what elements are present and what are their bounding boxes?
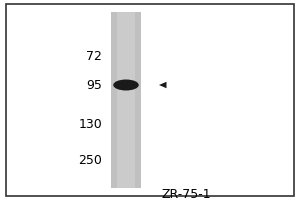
FancyBboxPatch shape: [6, 4, 294, 196]
Text: 130: 130: [78, 117, 102, 130]
Text: 250: 250: [78, 154, 102, 166]
Text: 72: 72: [86, 49, 102, 62]
Text: ZR-75-1: ZR-75-1: [161, 188, 211, 200]
Text: 95: 95: [86, 79, 102, 92]
Polygon shape: [159, 82, 166, 88]
Bar: [111, 12, 141, 188]
Ellipse shape: [113, 80, 139, 90]
Bar: [117, 12, 135, 188]
